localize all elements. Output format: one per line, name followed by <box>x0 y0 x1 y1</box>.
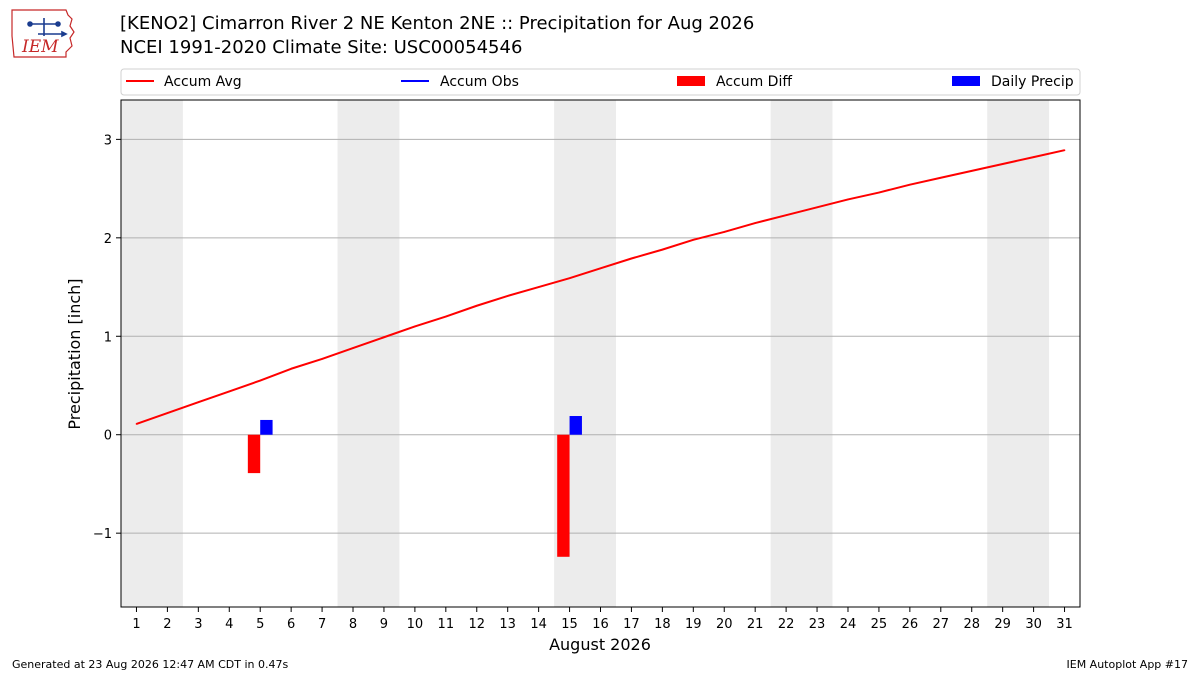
x-tick-label: 18 <box>654 617 671 632</box>
x-tick-label: 4 <box>225 617 233 632</box>
x-axis-label: August 2026 <box>549 635 651 654</box>
accum-avg-point <box>630 257 633 260</box>
accum-avg-point <box>475 304 478 307</box>
accum-avg-point <box>1032 156 1035 158</box>
accum-avg-point <box>878 191 880 194</box>
y-tick-label: 0 <box>104 429 112 444</box>
logo-text: IEM <box>21 37 59 57</box>
iem-logo: IEM <box>11 9 75 58</box>
app-label: IEM Autoplot App #17 <box>1066 658 1189 671</box>
x-tick-label: 27 <box>933 617 950 632</box>
chart-subtitle: NCEI 1991-2020 Climate Site: USC00054546 <box>120 37 523 58</box>
x-tick-label: 14 <box>530 617 547 632</box>
daily-precip-bar <box>260 419 273 435</box>
legend: Accum Avg Accum Obs Accum Diff Daily Precip <box>120 68 1081 96</box>
x-tick-label: 12 <box>468 617 485 632</box>
weekend-band <box>770 100 833 607</box>
legend-label: Accum Obs <box>440 74 519 90</box>
lines <box>135 149 1066 425</box>
x-tick-label: 7 <box>318 617 326 632</box>
x-tick-label: 15 <box>561 617 578 632</box>
weekend-band <box>121 100 183 607</box>
x-tick-label: 16 <box>592 617 609 632</box>
y-tick-label: −1 <box>93 527 112 542</box>
x-tick-label: 23 <box>809 617 826 632</box>
accum-avg-point <box>939 176 942 179</box>
accum-avg-point <box>692 238 695 241</box>
x-tick-label: 6 <box>287 617 295 632</box>
accum-avg-point <box>383 336 385 339</box>
x-tick-label: 31 <box>1056 617 1073 632</box>
legend-swatch-bar <box>952 76 980 86</box>
x-tick-label: 9 <box>380 617 388 632</box>
weekend-band <box>987 100 1050 607</box>
x-axis: 1 2 3 4 5 6 7 8 9 10 11 12 13 14 15 16 17 18 19 20 21 22 23 24 2… <box>132 607 1073 632</box>
accum-avg-point <box>135 423 138 425</box>
weekend-shading <box>121 100 1050 607</box>
y-axis: −1 0 1 2 3 <box>93 133 121 542</box>
accum-avg-point <box>352 347 354 349</box>
accum-avg-point <box>754 222 756 224</box>
x-tick-label: 2 <box>163 617 171 632</box>
y-tick-label: 2 <box>104 232 112 247</box>
accum-avg-point <box>661 248 664 251</box>
accum-avg-point <box>414 325 416 328</box>
accum-avg-point <box>321 358 323 360</box>
legend-label: Accum Avg <box>164 74 242 90</box>
accum-avg-point <box>785 214 787 216</box>
accum-avg-point <box>970 170 973 172</box>
y-axis-label: Precipitation [inch] <box>65 278 84 429</box>
x-tick-label: 11 <box>438 617 455 632</box>
x-tick-label: 26 <box>902 617 919 632</box>
x-tick-label: 13 <box>499 617 516 632</box>
accum-avg-point <box>599 267 602 270</box>
accum-avg-point <box>537 286 540 288</box>
x-tick-label: 3 <box>194 617 202 632</box>
x-tick-label: 28 <box>963 617 980 632</box>
accum-avg-point <box>197 401 200 404</box>
gridlines <box>121 138 1080 534</box>
bars <box>247 416 582 557</box>
x-tick-label: 1 <box>132 617 140 632</box>
generated-timestamp: Generated at 23 Aug 2026 12:47 AM CDT in… <box>12 658 289 671</box>
x-tick-label: 30 <box>1025 617 1042 632</box>
accum-avg-point <box>445 315 447 318</box>
legend-label: Accum Diff <box>716 74 792 90</box>
x-tick-label: 29 <box>994 617 1011 632</box>
legend-label: Daily Precip <box>991 74 1074 90</box>
accum-avg-point <box>1063 149 1066 152</box>
weather-instrument-icon <box>27 18 68 38</box>
x-tick-label: 5 <box>256 617 264 632</box>
accum-avg-point <box>816 206 818 209</box>
accum-diff-bar <box>247 434 261 474</box>
weekend-band <box>337 100 400 607</box>
x-tick-label: 10 <box>407 617 424 632</box>
accum-avg-point <box>847 198 849 201</box>
y-tick-label: 3 <box>104 133 112 148</box>
accum-avg-point <box>228 390 231 393</box>
x-tick-label: 25 <box>871 617 888 632</box>
accum-avg-point <box>909 183 911 186</box>
x-tick-label: 17 <box>623 617 640 632</box>
accum-avg-point <box>259 379 262 382</box>
chart-title: [KENO2] Cimarron River 2 NE Kenton 2NE :… <box>120 13 755 34</box>
x-tick-label: 19 <box>685 617 702 632</box>
accum-avg-point <box>1001 163 1004 165</box>
accum-avg-point <box>290 367 292 370</box>
x-tick-label: 24 <box>840 617 857 632</box>
x-tick-label: 8 <box>349 617 357 632</box>
accum-avg-point <box>723 231 726 233</box>
legend-box <box>120 68 1081 96</box>
legend-swatch-bar <box>677 76 705 86</box>
x-tick-label: 20 <box>716 617 733 632</box>
accum-diff-bar <box>557 434 570 557</box>
accum-avg-point <box>166 412 169 414</box>
accum-avg-point <box>568 277 571 279</box>
x-tick-label: 21 <box>747 617 764 632</box>
x-tick-label: 22 <box>778 617 795 632</box>
accum-avg-point <box>506 295 509 297</box>
daily-precip-bar <box>569 416 582 435</box>
y-tick-label: 1 <box>104 330 112 345</box>
